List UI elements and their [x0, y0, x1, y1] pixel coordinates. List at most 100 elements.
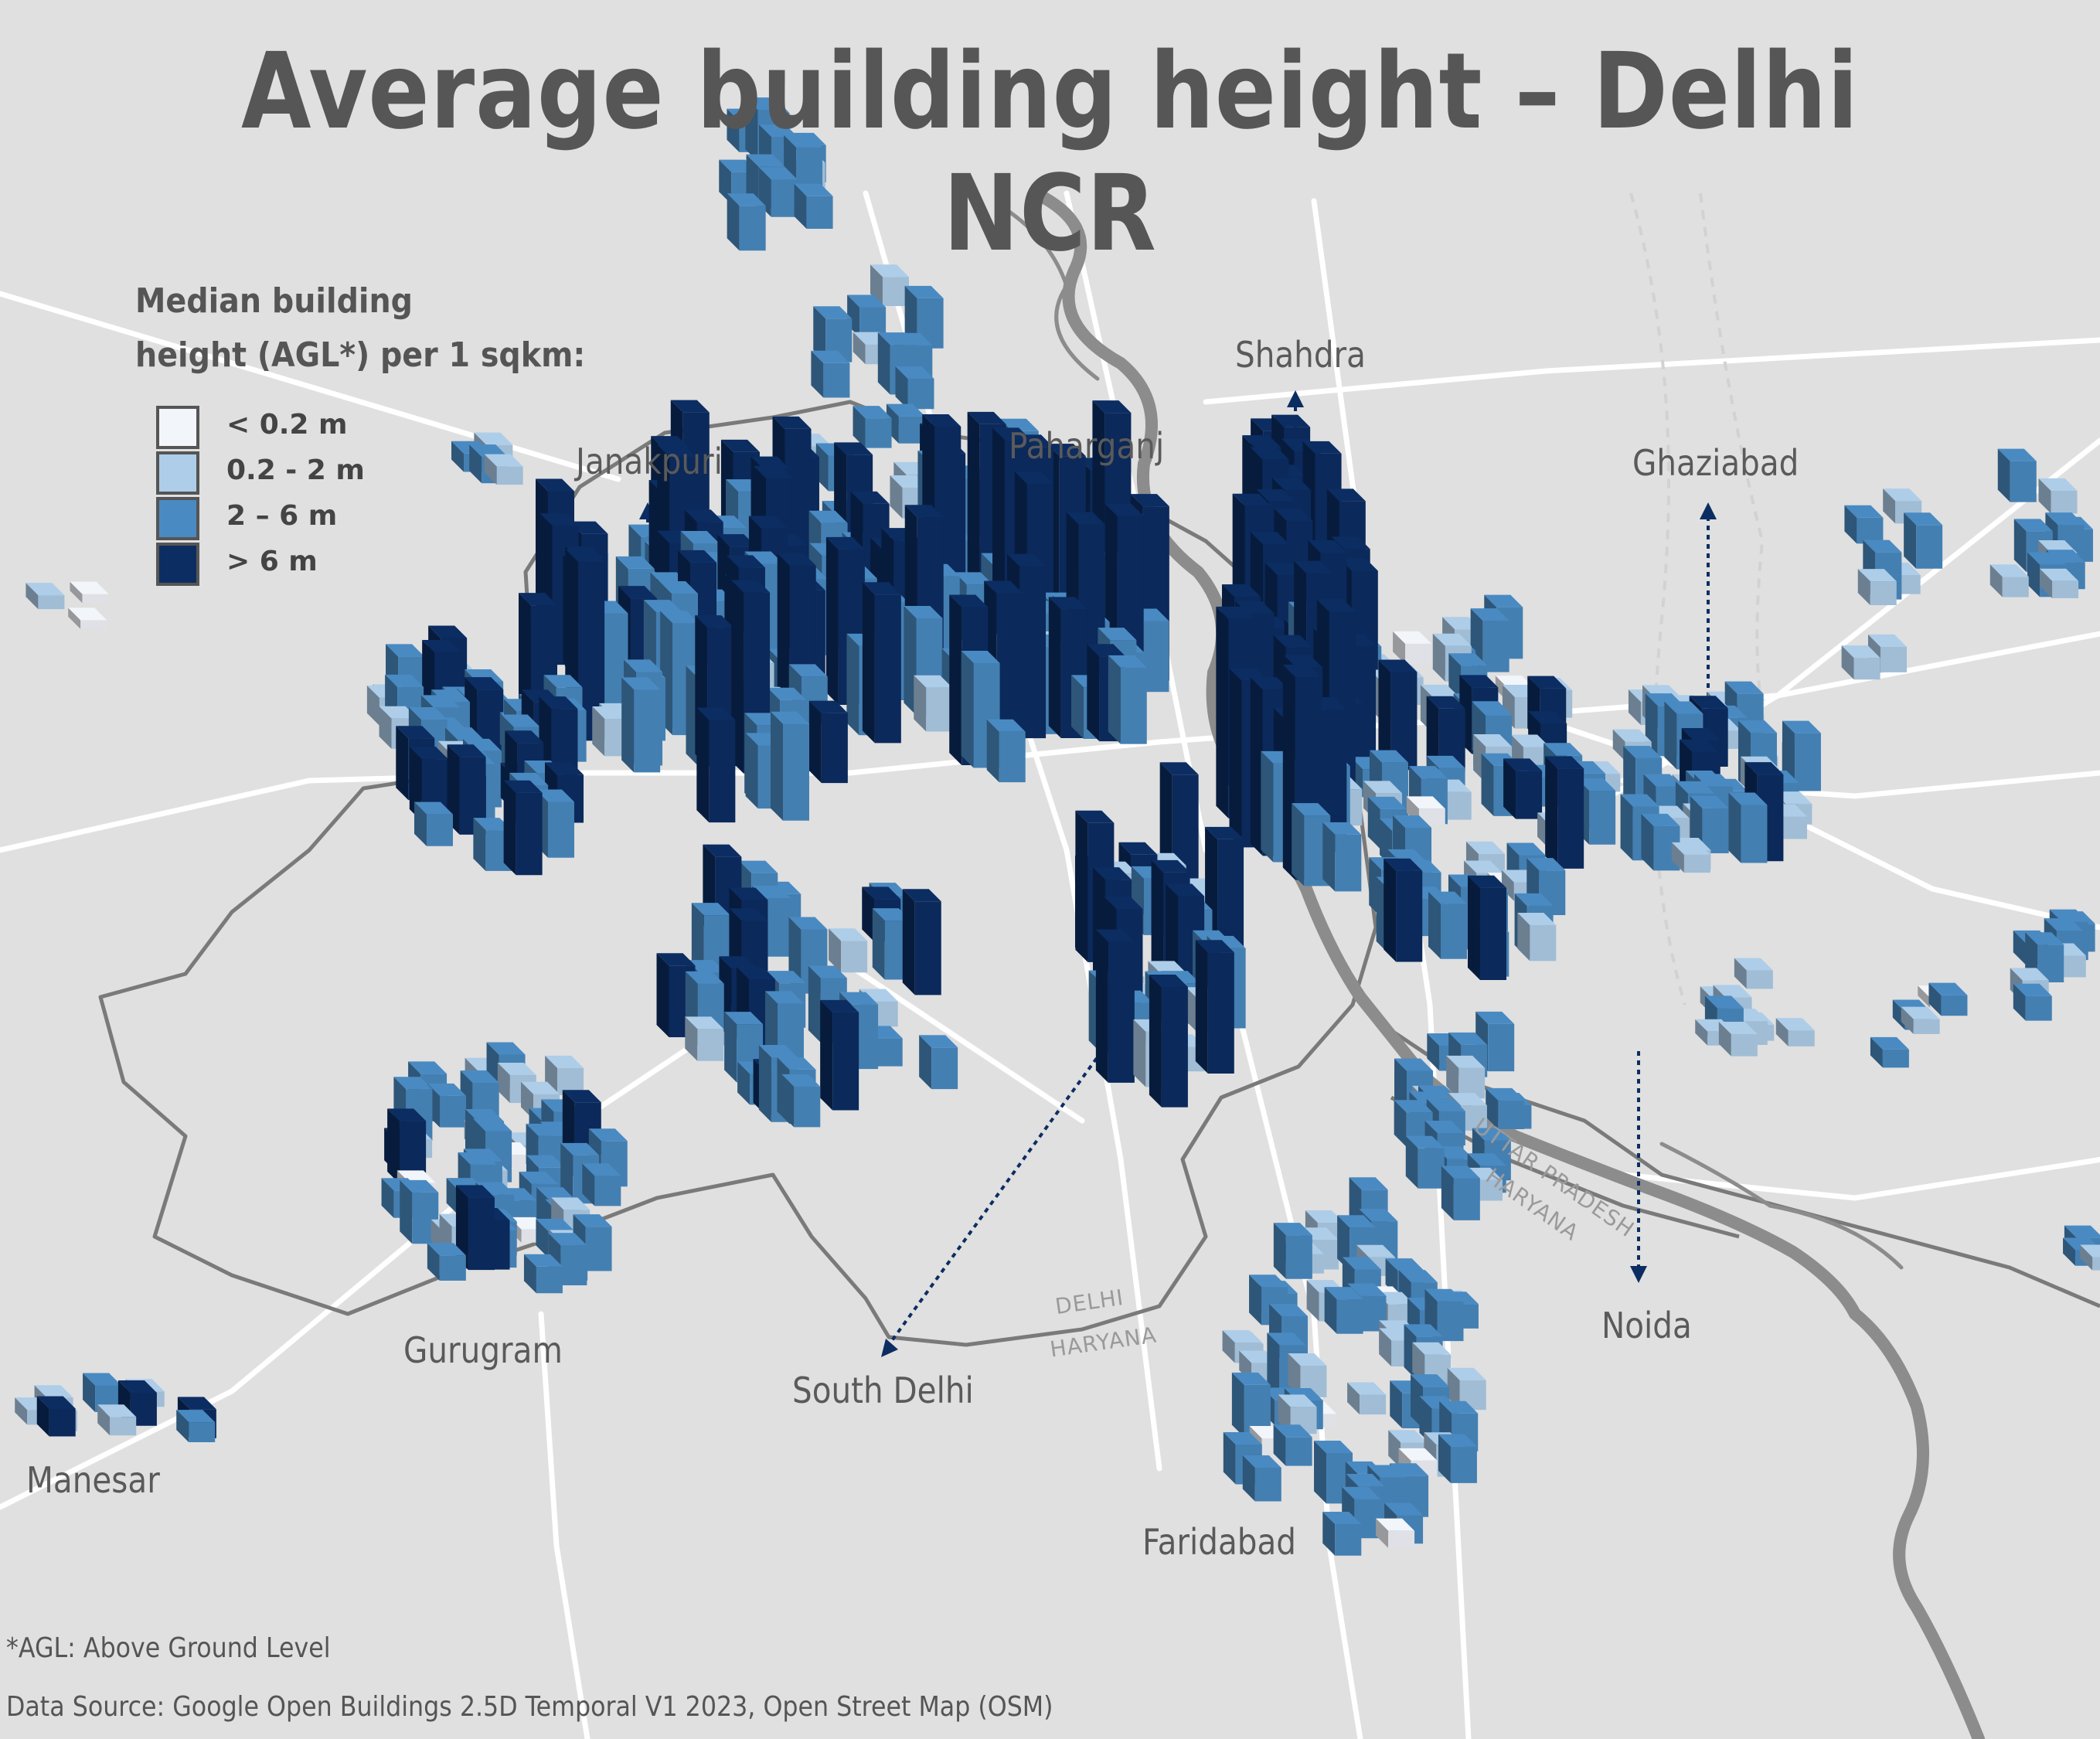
legend: Median building height (AGL*) per 1 sqkm… [135, 274, 635, 588]
place-label-ghaziabad: Ghaziabad [1632, 442, 1799, 484]
height-column [829, 928, 868, 973]
legend-label-high: > 6 m [226, 546, 318, 577]
height-column [1108, 655, 1147, 744]
minor-roads [1629, 192, 1779, 1006]
legend-swatch-high [156, 543, 199, 586]
legend-swatch-mid [156, 497, 199, 540]
height-column [919, 1035, 958, 1090]
map-title: Average building height – Delhi NCR [241, 31, 1859, 275]
height-column [1841, 645, 1880, 680]
height-column [2080, 1244, 2100, 1271]
height-column [902, 889, 941, 995]
height-column [904, 285, 944, 349]
height-column [1718, 1021, 1758, 1057]
height-column [781, 1074, 821, 1128]
height-column [1384, 858, 1423, 962]
height-column [1195, 940, 1234, 1074]
legend-label-low: 0.2 - 2 m [226, 454, 365, 486]
height-column [1242, 1455, 1281, 1502]
height-column [895, 366, 934, 410]
height-column [582, 1163, 621, 1206]
height-column [1545, 756, 1584, 869]
height-column [176, 1410, 216, 1442]
height-column [696, 707, 736, 823]
height-column [1728, 792, 1768, 863]
height-column [758, 167, 798, 217]
height-column [1901, 1006, 1940, 1034]
height-column [820, 999, 859, 1111]
height-column [1376, 1518, 1415, 1548]
height-column [1517, 912, 1557, 961]
place-label-faridabad: Faridabad [1142, 1521, 1296, 1563]
height-column [427, 1083, 467, 1128]
height-column [862, 582, 901, 744]
height-column [539, 696, 578, 776]
height-column [97, 1404, 137, 1436]
height-column [794, 183, 833, 230]
footnote-source: Data Source: Google Open Buildings 2.5D … [6, 1691, 1053, 1723]
height-column [503, 780, 543, 876]
height-column [1231, 1372, 1271, 1438]
height-column [447, 744, 486, 835]
legend-item-mid: 2 – 6 m [135, 497, 635, 543]
height-column [2040, 568, 2079, 599]
place-label-paharganj: Paharganj [1009, 425, 1165, 467]
legend-swatch-lowest [156, 406, 199, 449]
height-column [455, 1185, 495, 1271]
height-column [1989, 564, 2029, 597]
height-column [2013, 983, 2052, 1021]
height-column [26, 583, 65, 610]
height-column [1426, 696, 1465, 772]
height-column [1405, 1135, 1445, 1189]
legend-label-mid: 2 – 6 m [226, 500, 338, 532]
legend-item-low: 0.2 - 2 m [135, 451, 635, 497]
legend-item-high: > 6 m [135, 543, 635, 588]
height-column [1273, 1223, 1312, 1279]
place-label-noida: Noida [1601, 1305, 1692, 1346]
height-column [70, 581, 109, 604]
height-column [1223, 1432, 1262, 1485]
height-column [1378, 659, 1418, 771]
height-column [886, 403, 925, 444]
height-column [427, 1243, 466, 1281]
height-column [1671, 842, 1710, 873]
legend-title-line1: Median building [135, 281, 414, 321]
height-column [1928, 982, 1968, 1016]
height-columns [15, 97, 2100, 1556]
height-column [1997, 448, 2037, 502]
height-column [1273, 1424, 1312, 1466]
height-column [808, 700, 848, 784]
height-column [1441, 1166, 1480, 1220]
place-label-manesar: Manesar [26, 1459, 160, 1501]
height-column [1322, 822, 1362, 892]
height-column [1095, 929, 1135, 1083]
height-column [1428, 891, 1467, 959]
height-column [523, 1254, 563, 1294]
legend-label-lowest: < 0.2 m [226, 409, 348, 441]
height-column [1438, 1434, 1477, 1483]
place-label-janakpuri: Janakpuri [576, 441, 723, 482]
height-column [621, 677, 661, 773]
height-column [68, 607, 107, 629]
height-column [1406, 796, 1445, 825]
height-column [986, 719, 1026, 783]
place-label-shahdra: Shahdra [1235, 334, 1366, 376]
height-column [825, 536, 865, 706]
height-column [1775, 1018, 1815, 1046]
height-column [484, 454, 523, 485]
height-column [1734, 958, 1773, 989]
height-column [36, 1396, 76, 1437]
height-column [914, 675, 953, 732]
height-column [1844, 505, 1884, 544]
height-column [414, 801, 453, 846]
height-column [1347, 1382, 1387, 1415]
height-column [1149, 975, 1188, 1108]
height-column [1870, 1036, 1909, 1068]
legend-swatch-low [156, 451, 199, 495]
legend-title-line2: height (AGL*) per 1 sqkm: [135, 335, 586, 375]
height-column [685, 1016, 724, 1061]
height-column [1904, 512, 1943, 569]
height-column [1322, 1512, 1362, 1556]
